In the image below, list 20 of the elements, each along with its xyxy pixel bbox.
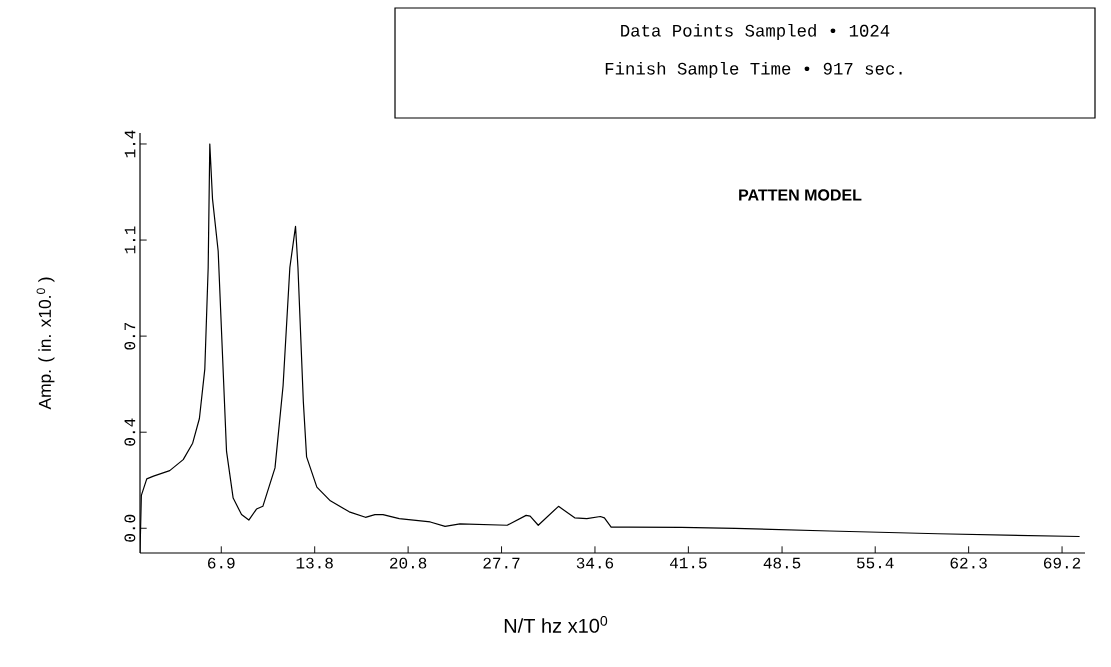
x-tick-label: 6.9 (208, 557, 235, 569)
y-tick-label: 1.4 (124, 130, 136, 158)
x-tick-label: 62.3 (950, 557, 987, 569)
x-tick-label: 55.4 (857, 557, 894, 569)
y-tick-label: 0.7 (124, 322, 136, 350)
x-tick-label: 27.7 (483, 557, 520, 569)
y-tick-label: 1.1 (124, 226, 136, 254)
y-tick-label: 0.4 (124, 418, 136, 446)
x-tick-label: 41.5 (669, 557, 707, 569)
x-tick-label: 13.8 (296, 557, 333, 569)
y-tick-label: 0.0 (124, 514, 136, 542)
x-axis-title: N/T hz x10$^{0}$ (504, 615, 608, 633)
x-tick-label: 34.6 (576, 557, 614, 569)
text: Data Points Sampled • 1024 (621, 23, 890, 41)
annotation: PATTEN MODEL (739, 189, 862, 201)
y-axis-title: Amp. ( in. x10.$^{0}$ ) (36, 277, 55, 410)
x-tick-label: 69.2 (1044, 557, 1081, 569)
text: Finish Sample Time • 917 sec. (605, 61, 902, 79)
x-tick-label: 20.8 (390, 557, 427, 569)
x-tick-label: 48.5 (763, 557, 801, 569)
